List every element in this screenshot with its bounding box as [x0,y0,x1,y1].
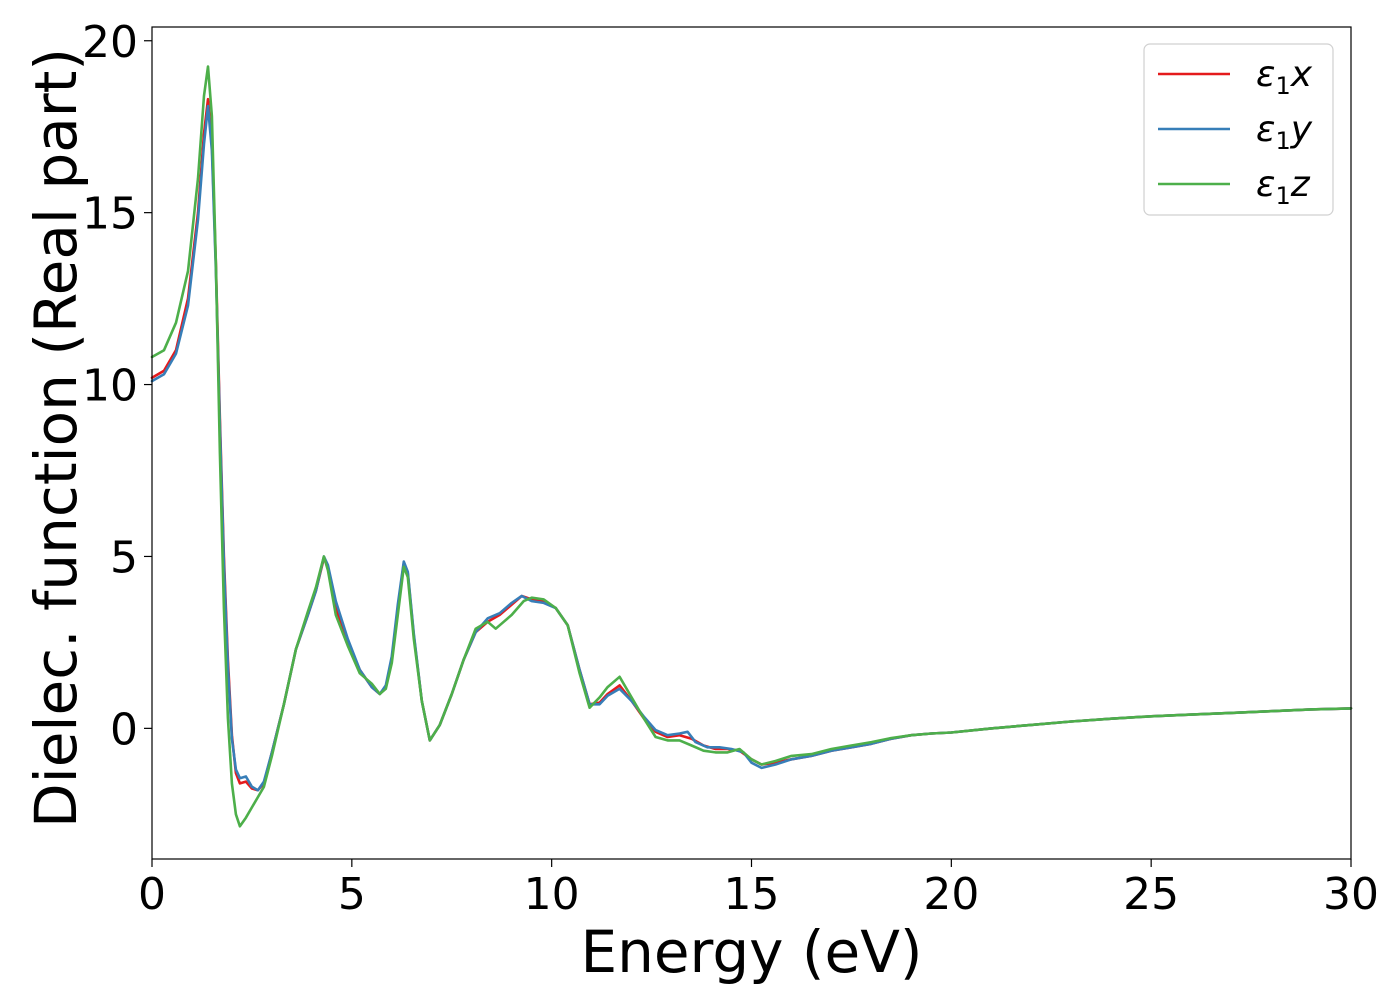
legend-box [1143,43,1334,216]
x-axis-label: Energy (eV) [580,918,922,986]
series-line-z [150,65,1353,828]
series-line-y [150,104,1353,792]
x-tick-label: 25 [1123,869,1179,920]
y-axis-label: Dielec. function (Real part) [22,48,90,828]
legend-label-y: ε1y [1256,109,1313,155]
x-tick-label: 30 [1323,869,1379,920]
x-tick-label: 10 [524,869,580,920]
y-tick-label: 20 [82,17,138,68]
y-tick-label: 15 [82,189,138,240]
y-tick-label: 10 [82,361,138,412]
x-tick-label: 20 [923,869,979,920]
y-tick-label: 0 [110,704,138,755]
legend: ε1x ε1y ε1z [1143,43,1334,216]
series-layer [150,65,1353,828]
x-tick-label: 15 [724,869,780,920]
y-tick-label: 5 [110,532,138,583]
x-tick-label: 5 [338,869,366,920]
legend-label-x: ε1x [1256,54,1313,100]
y-axis-ticks: 0 5 10 15 20 [82,17,152,755]
legend-label-z: ε1z [1256,164,1311,210]
x-tick-label: 0 [138,869,166,920]
x-axis-ticks: 0 5 10 15 20 25 30 [138,859,1379,920]
